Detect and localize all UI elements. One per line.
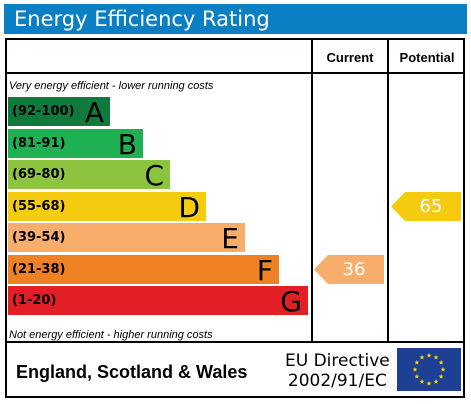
band-e: (39-54) E <box>8 223 245 252</box>
eu-flag-icon <box>397 348 461 391</box>
directive-line2: 2002/91/EC <box>285 371 390 391</box>
band-range-label: (69-80) <box>12 167 65 182</box>
current-rating-arrow: 36 <box>314 255 384 284</box>
band-letter-label: B <box>118 128 137 161</box>
bottom-note: Not energy efficient - higher running co… <box>9 329 213 341</box>
current-rating-value: 36 <box>326 259 382 280</box>
title-bar: Energy Efficiency Rating <box>4 4 467 34</box>
band-c: (69-80) C <box>8 160 170 189</box>
band-letter-label: A <box>85 96 104 129</box>
directive-line1: EU Directive <box>285 351 390 371</box>
band-range-label: (92-100) <box>12 104 75 119</box>
band-range-label: (81-91) <box>12 136 65 151</box>
band-letter-label: G <box>280 285 302 318</box>
potential-rating-value: 65 <box>403 196 459 217</box>
potential-column-header: Potential <box>389 50 465 65</box>
band-range-label: (55-68) <box>12 199 65 214</box>
chart-title: Energy Efficiency Rating <box>14 7 270 31</box>
band-b: (81-91) B <box>8 129 143 158</box>
band-g: (1-20) G <box>8 286 308 315</box>
header-divider <box>5 72 465 74</box>
band-d: (55-68) D <box>8 192 206 221</box>
band-letter-label: D <box>178 191 200 224</box>
band-letter-label: C <box>144 159 164 192</box>
band-letter-label: E <box>221 222 239 255</box>
footer-directive: EU Directive 2002/91/EC <box>285 351 390 391</box>
band-range-label: (21-38) <box>12 262 65 277</box>
top-note: Very energy efficient - lower running co… <box>9 80 213 92</box>
band-range-label: (1-20) <box>12 293 56 308</box>
potential-column-divider <box>387 38 389 343</box>
current-column-header: Current <box>313 50 387 65</box>
band-f: (21-38) F <box>8 255 279 284</box>
band-a: (92-100) A <box>8 97 110 126</box>
band-range-label: (39-54) <box>12 230 65 245</box>
current-column-divider <box>311 38 313 343</box>
footer-region: England, Scotland & Wales <box>16 362 247 383</box>
band-letter-label: F <box>257 254 273 287</box>
potential-rating-arrow: 65 <box>391 192 461 221</box>
